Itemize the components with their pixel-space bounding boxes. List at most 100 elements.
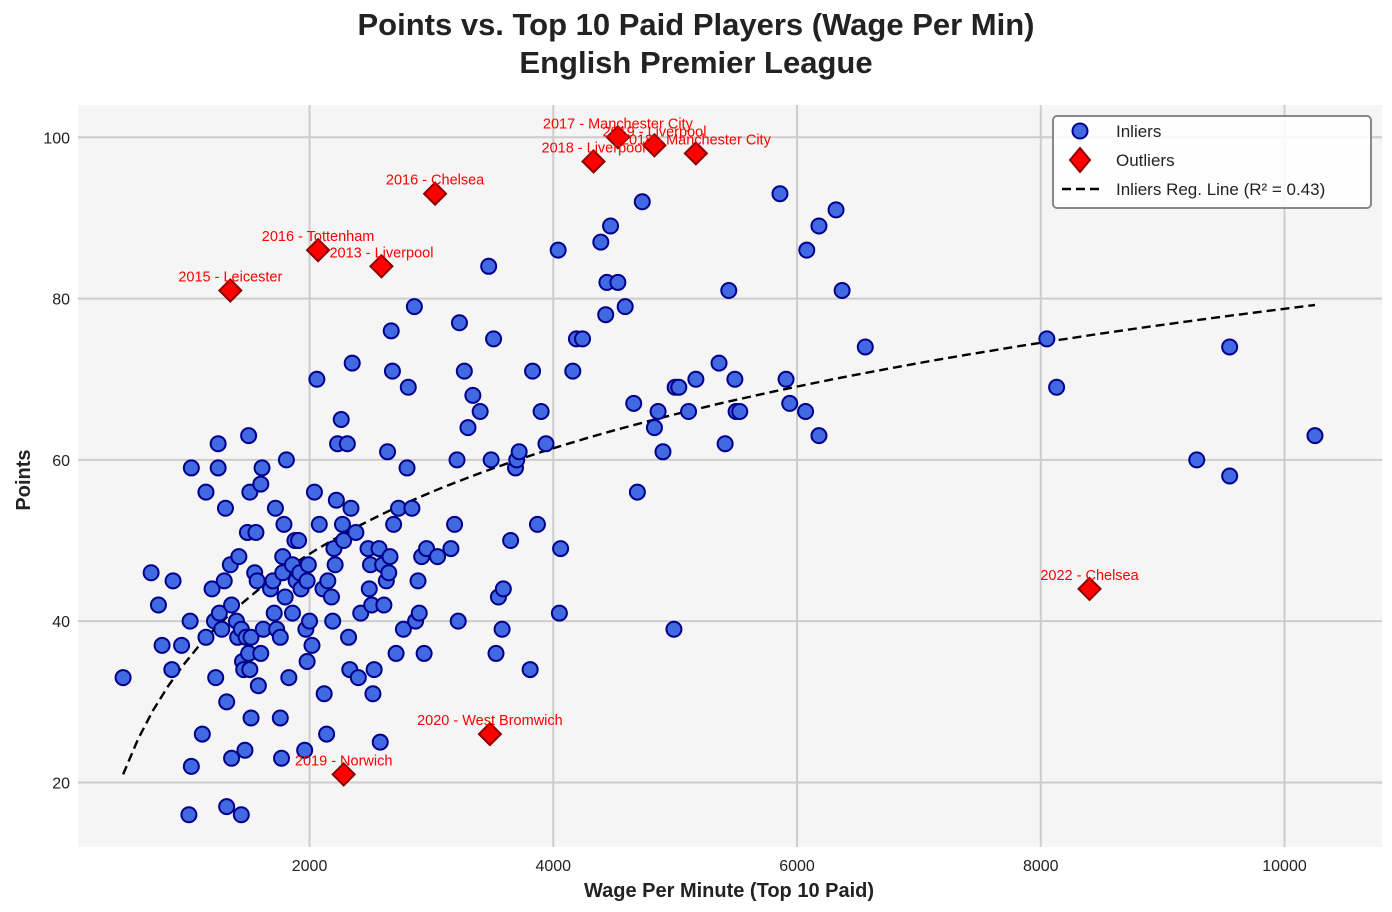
outlier-label: 2019 - Norwich — [295, 753, 393, 769]
y-tick-label: 80 — [52, 292, 70, 309]
inlier-point — [379, 443, 397, 461]
inlier-point — [521, 661, 539, 679]
inlier-point — [247, 523, 265, 541]
inlier-point — [731, 402, 749, 420]
legend-outliers-label: Outliers — [1116, 151, 1175, 170]
inlier-point — [375, 596, 393, 614]
inlier-point — [602, 217, 620, 235]
inlier-point — [163, 661, 181, 679]
legend-box — [1052, 115, 1372, 209]
inlier-point — [856, 338, 874, 356]
inlier-point — [633, 193, 651, 211]
inlier-point — [181, 612, 199, 630]
outlier-point — [1077, 576, 1102, 602]
inlier-point — [380, 564, 398, 582]
outlier-points — [217, 124, 1102, 787]
inlier-point — [1221, 338, 1239, 356]
inlier-point — [315, 685, 333, 703]
inlier-point — [687, 370, 705, 388]
inlier-point — [625, 394, 643, 412]
inlier-point — [197, 483, 215, 501]
inlier-point — [332, 411, 350, 429]
inlier-point — [266, 499, 284, 517]
inlier-point — [322, 588, 340, 606]
outlier-label: 2013 - Liverpool — [329, 245, 433, 261]
inlier-point — [405, 298, 423, 316]
inlier-point — [552, 540, 570, 558]
inlier-point — [324, 612, 342, 630]
inlier-point — [471, 402, 489, 420]
chart-title-block: Points vs. Top 10 Paid Players (Wage Per… — [0, 6, 1392, 82]
inlier-point — [371, 733, 389, 751]
inlier-point — [265, 604, 283, 622]
inlier-point — [296, 741, 314, 759]
inlier-point — [210, 604, 228, 622]
inlier-point — [114, 669, 132, 687]
inlier-point — [382, 322, 400, 340]
y-tick-label: 60 — [52, 453, 70, 470]
inlier-point — [298, 653, 316, 670]
outlier-point — [305, 237, 331, 263]
inlier-point — [241, 661, 259, 679]
inlier-point — [726, 370, 744, 388]
inlier-point — [207, 669, 225, 687]
grid-lines — [78, 105, 1382, 847]
inlier-point — [510, 443, 528, 461]
outlier-point — [369, 253, 394, 279]
inlier-point — [409, 572, 427, 590]
inlier-point — [1188, 451, 1206, 469]
inlier-point — [665, 620, 683, 638]
inlier-point — [833, 282, 851, 299]
inlier-point — [448, 451, 466, 469]
inlier-point — [450, 314, 468, 332]
outlier-point — [217, 278, 243, 303]
inlier-point — [193, 725, 211, 743]
inlier-point — [273, 749, 291, 767]
inlier-point — [455, 362, 473, 380]
inlier-point — [670, 378, 688, 396]
inlier-point — [415, 644, 433, 662]
inlier-point — [364, 685, 382, 703]
inlier-point — [301, 612, 319, 630]
regression-line — [121, 303, 1316, 775]
inlier-point — [485, 330, 503, 348]
inlier-point — [298, 572, 316, 590]
outlier-point — [422, 181, 448, 207]
inlier-point — [335, 532, 353, 550]
outlier-point — [642, 132, 667, 158]
inlier-point — [616, 298, 634, 316]
inlier-point — [283, 604, 301, 622]
inlier-point — [149, 596, 167, 614]
inlier-point — [403, 499, 421, 517]
inlier-points — [114, 185, 1324, 824]
inlier-point — [649, 402, 667, 420]
inlier-point — [252, 644, 270, 662]
inlier-point — [550, 604, 568, 622]
inlier-point — [482, 451, 500, 469]
inlier-point — [319, 572, 337, 590]
inlier-point — [827, 201, 845, 219]
outlier-label: 2016 - Chelsea — [386, 173, 485, 189]
inlier-point — [271, 709, 289, 727]
outlier-label: 2017 - Manchester City — [543, 116, 694, 132]
inlier-point — [213, 620, 231, 638]
inlier-point — [410, 604, 428, 622]
inlier-point — [528, 515, 546, 533]
inlier-point — [310, 515, 328, 533]
inlier-point — [275, 515, 293, 533]
inlier-point — [223, 749, 241, 767]
inlier-point — [720, 282, 738, 299]
inlier-point — [574, 330, 592, 348]
inlier-point — [710, 354, 728, 372]
inlier-point — [182, 459, 200, 477]
inlier-point — [810, 427, 828, 445]
inlier-point — [215, 572, 233, 590]
inlier-point — [654, 443, 672, 461]
inlier-point — [142, 564, 160, 582]
inlier-point — [242, 709, 260, 727]
inlier-point — [338, 435, 356, 453]
inlier-point — [180, 806, 198, 824]
chart-subtitle: English Premier League — [519, 45, 873, 80]
inlier-point — [383, 362, 401, 380]
inlier-point — [798, 241, 816, 259]
